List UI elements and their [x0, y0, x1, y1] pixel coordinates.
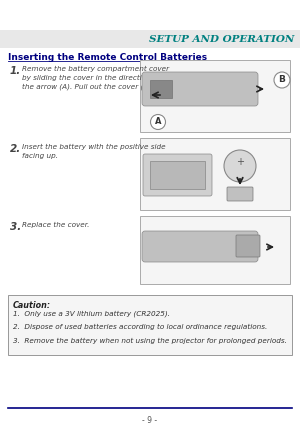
FancyBboxPatch shape — [142, 231, 258, 262]
Circle shape — [224, 150, 256, 182]
Bar — [150, 161, 205, 189]
Text: B: B — [279, 75, 285, 84]
Bar — [0, 30, 300, 48]
Text: 2.  Dispose of used batteries according to local ordinance regulations.: 2. Dispose of used batteries according t… — [13, 324, 267, 330]
Text: Remove the battery compartment cover
by sliding the cover in the direction of
th: Remove the battery compartment cover by … — [22, 66, 169, 90]
Circle shape — [274, 72, 290, 88]
Text: Replace the cover.: Replace the cover. — [22, 222, 89, 228]
FancyBboxPatch shape — [142, 72, 258, 106]
Text: Inserting the Remote Control Batteries: Inserting the Remote Control Batteries — [8, 53, 207, 62]
Text: 1.: 1. — [10, 66, 21, 76]
Bar — [150, 80, 172, 98]
FancyBboxPatch shape — [143, 154, 212, 196]
Text: SETUP AND OPERATION: SETUP AND OPERATION — [148, 35, 294, 44]
Text: 3.: 3. — [10, 222, 21, 232]
Bar — [140, 138, 290, 210]
Circle shape — [151, 114, 166, 129]
Text: 1.  Only use a 3V lithium battery (CR2025).: 1. Only use a 3V lithium battery (CR2025… — [13, 310, 170, 317]
Text: +: + — [236, 157, 244, 167]
FancyBboxPatch shape — [236, 235, 260, 257]
FancyBboxPatch shape — [227, 187, 253, 201]
Text: 3.  Remove the battery when not using the projector for prolonged periods.: 3. Remove the battery when not using the… — [13, 338, 287, 344]
Text: Insert the battery with the positive side
facing up.: Insert the battery with the positive sid… — [22, 144, 166, 159]
Bar — [140, 216, 290, 284]
Bar — [8, 295, 292, 355]
Text: A: A — [155, 117, 161, 126]
Text: - 9 -: - 9 - — [142, 416, 158, 424]
Text: Caution:: Caution: — [13, 301, 51, 310]
Text: 2.: 2. — [10, 144, 21, 154]
Bar — [140, 60, 290, 132]
